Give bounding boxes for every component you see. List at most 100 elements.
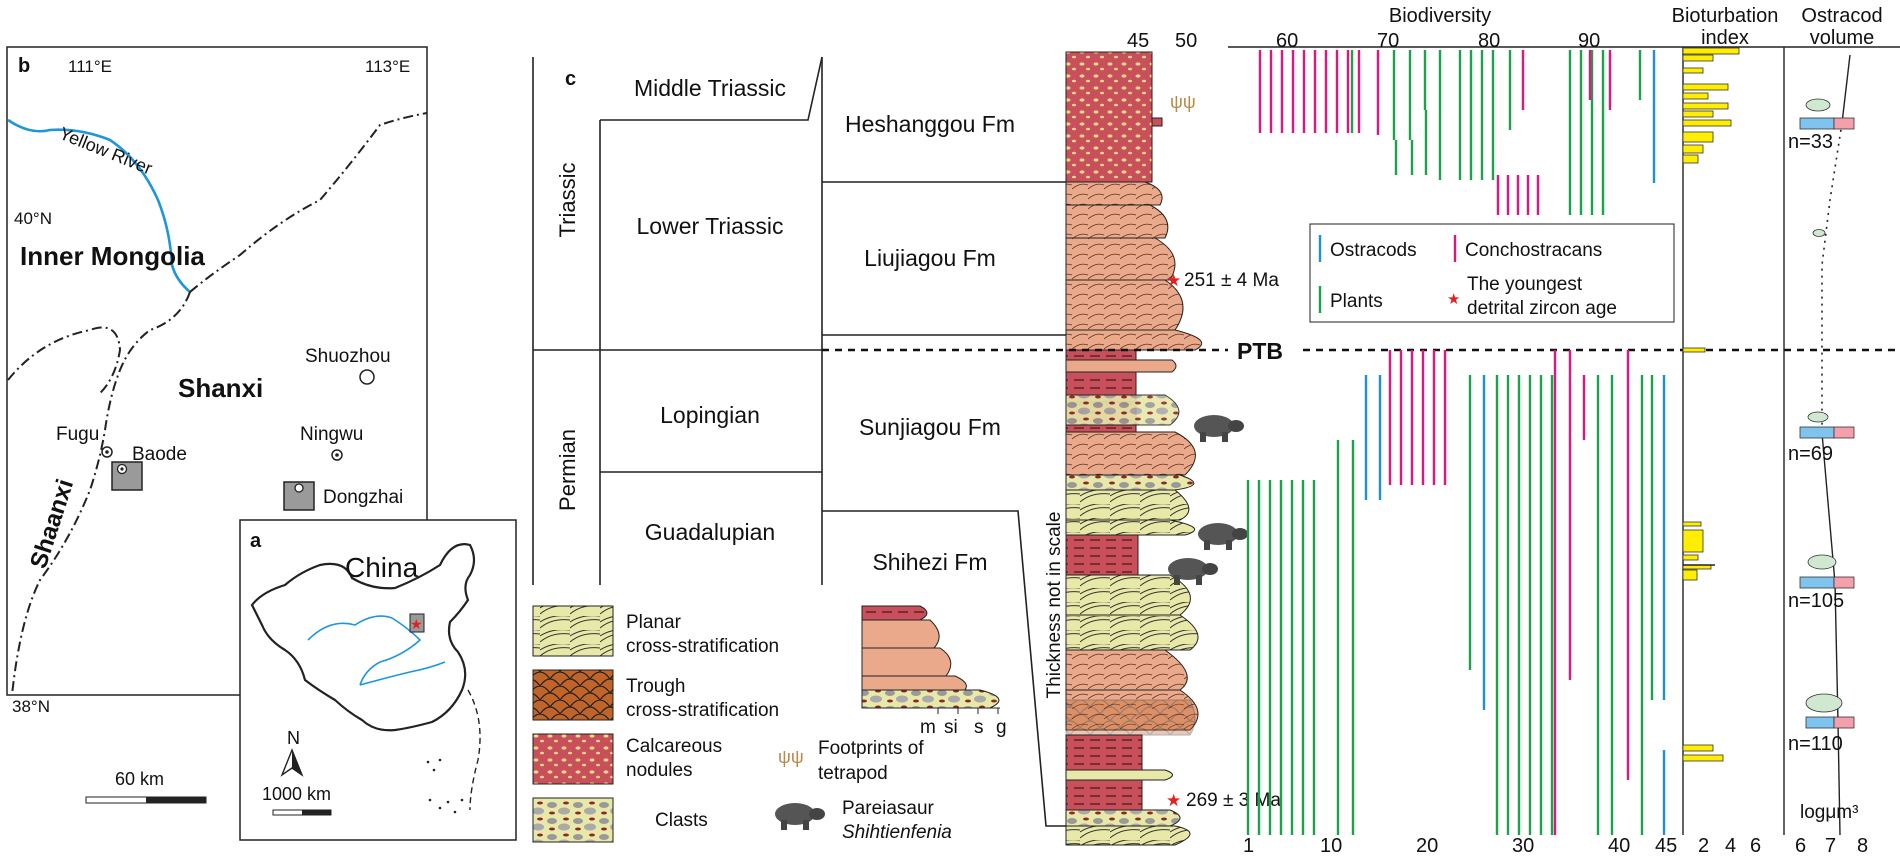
legend-pareiasaur-1: Pareiasaur (842, 798, 935, 819)
shuozhou-label: Shuozhou (305, 346, 391, 367)
ostracod-tick-6: 6 (1795, 835, 1806, 857)
strat-table (532, 56, 1070, 827)
bio-bottom-tick-40: 40 (1608, 835, 1630, 857)
shanxi-label: Shanxi (178, 373, 263, 403)
fm-sunjiagou: Sunjiagou Fm (859, 414, 1001, 440)
ningwu-marker (331, 449, 343, 461)
legend-clasts: Clasts (655, 810, 708, 831)
china-outline (250, 543, 476, 732)
grain-tick-50: 50 (1175, 30, 1197, 52)
baode-box (111, 461, 143, 491)
bio-bottom-tick-20: 20 (1416, 835, 1438, 857)
footprint-icon-upper: ψψ (1170, 92, 1196, 112)
yellow-river-label: Yellow River (57, 123, 156, 178)
yellow-river-line (7, 118, 191, 293)
biodiversity-range-lines (1246, 50, 1666, 835)
bioturbation-tick-4: 4 (1725, 835, 1736, 857)
ptb-label: PTB (1237, 338, 1283, 364)
pareiasaur-icon-1 (1194, 415, 1244, 442)
lat-top-label: 40°N (14, 209, 52, 228)
legend-calc-1: Calcareous (626, 736, 722, 757)
ostracod-tick-8: 8 (1857, 835, 1868, 857)
litho-column (1065, 51, 1203, 846)
system-triassic: Triassic (555, 163, 580, 238)
bioturbation-title-1: Bioturbation (1672, 5, 1779, 27)
legend-plants: Plants (1330, 291, 1383, 312)
zircon-star-upper: ★ (1166, 271, 1181, 290)
inset-star-icon: ★ (410, 616, 423, 632)
legend-footprints-2: tetrapod (818, 763, 888, 784)
ostracod-count-4: n=110 (1788, 733, 1843, 755)
panel-c-label: c (565, 68, 576, 90)
age-upper: 251 ± 4 Ma (1184, 270, 1279, 291)
bio-top-tick-90: 90 (1578, 30, 1600, 52)
fugu-label: Fugu (56, 424, 99, 445)
inset-dashed-border (467, 689, 481, 811)
biodiversity-title: Biodiversity (1389, 5, 1491, 27)
system-permian: Permian (555, 429, 580, 511)
biodiversity-legend: Ostracods Conchostracans Plants ★ The yo… (1309, 223, 1675, 323)
inset-china-label: China (345, 552, 419, 583)
series-middle-triassic: Middle Triassic (634, 75, 786, 101)
map-panel: b 111°E 113°E 40°N 38°N Yellow River Inn… (6, 46, 517, 841)
grain-m: m (920, 717, 936, 738)
legend-conchostracans: Conchostracans (1465, 240, 1602, 261)
lat-bottom-label: 38°N (12, 697, 50, 716)
legend-planar-1: Planar (626, 612, 682, 633)
legend-footprint-icon: ψψ (778, 747, 804, 767)
bio-bottom-tick-30: 30 (1512, 835, 1534, 857)
grain-si: si (944, 717, 958, 738)
bio-top-tick-70: 70 (1377, 30, 1399, 52)
series-lopingian: Lopingian (660, 402, 760, 428)
bioturbation-tick-6: 6 (1750, 835, 1761, 857)
ostracod-shells (1805, 98, 1843, 713)
legend-swatch-clasts (532, 797, 614, 843)
legend-zircon-2: detrital zircon age (1467, 298, 1617, 319)
bioturbation-tick-2: 2 (1698, 835, 1709, 857)
pareiasaur-icon-3 (1168, 558, 1218, 585)
bio-bottom-tick-45: 45 (1655, 835, 1677, 857)
series-guadalupian: Guadalupian (645, 519, 775, 545)
thickness-note: Thickness not in scale (1044, 512, 1065, 699)
legend-pareiasaur-2: Shihtienfenia (842, 822, 952, 843)
legend-swatch-trough (532, 669, 614, 721)
bioturbation-bars (1682, 47, 1740, 762)
legend-trough-2: cross-stratification (626, 700, 779, 721)
age-lower: 269 ± 3 Ma (1186, 790, 1281, 811)
legend-star-icon: ★ (1447, 291, 1460, 308)
dongzhai-label: Dongzhai (323, 487, 403, 508)
ostracod-title-2: volume (1810, 27, 1874, 49)
ostracod-count-2: n=69 (1788, 443, 1833, 465)
inset-study-area (409, 613, 425, 633)
grain-tick-45: 45 (1127, 30, 1149, 52)
legend-planar-2: cross-stratification (626, 636, 779, 657)
legend-trough-1: Trough (626, 676, 686, 697)
lithology-legend: Planar cross-stratification Trough cross… (532, 605, 1007, 843)
pareiasaur-icon-2 (1198, 523, 1248, 550)
bio-top-tick-60: 60 (1276, 30, 1298, 52)
map-scale-label: 60 km (115, 769, 164, 789)
ostracod-trend-solid-lower (1821, 432, 1841, 836)
shuozhou-marker (359, 369, 375, 385)
grain-s: s (974, 717, 984, 738)
legend-calc-2: nodules (626, 760, 693, 781)
inset-label: a (250, 530, 262, 552)
inner-mongolia-label: Inner Mongolia (20, 241, 205, 271)
ningwu-label: Ningwu (300, 424, 363, 445)
ostracod-count-3: n=105 (1788, 590, 1844, 612)
border-west (11, 291, 191, 696)
legend-swatch-calc (532, 733, 614, 785)
fm-heshanggou: Heshanggou Fm (845, 111, 1015, 137)
lon-right-label: 113°E (365, 57, 410, 76)
shaanxi-label: Shaanxi (25, 476, 79, 572)
panel-b-label: b (18, 55, 30, 77)
fm-liujiagou: Liujiagou Fm (864, 245, 996, 271)
china-yellow-river (307, 615, 422, 686)
border-shaanxi (7, 326, 122, 396)
ostracod-count-1: n=33 (1788, 131, 1833, 153)
fugu-marker (101, 446, 113, 458)
ostracod-bars (1799, 117, 1855, 729)
fm-shihezi: Shihezi Fm (872, 549, 987, 575)
inset-scale-label: 1000 km (262, 784, 331, 804)
